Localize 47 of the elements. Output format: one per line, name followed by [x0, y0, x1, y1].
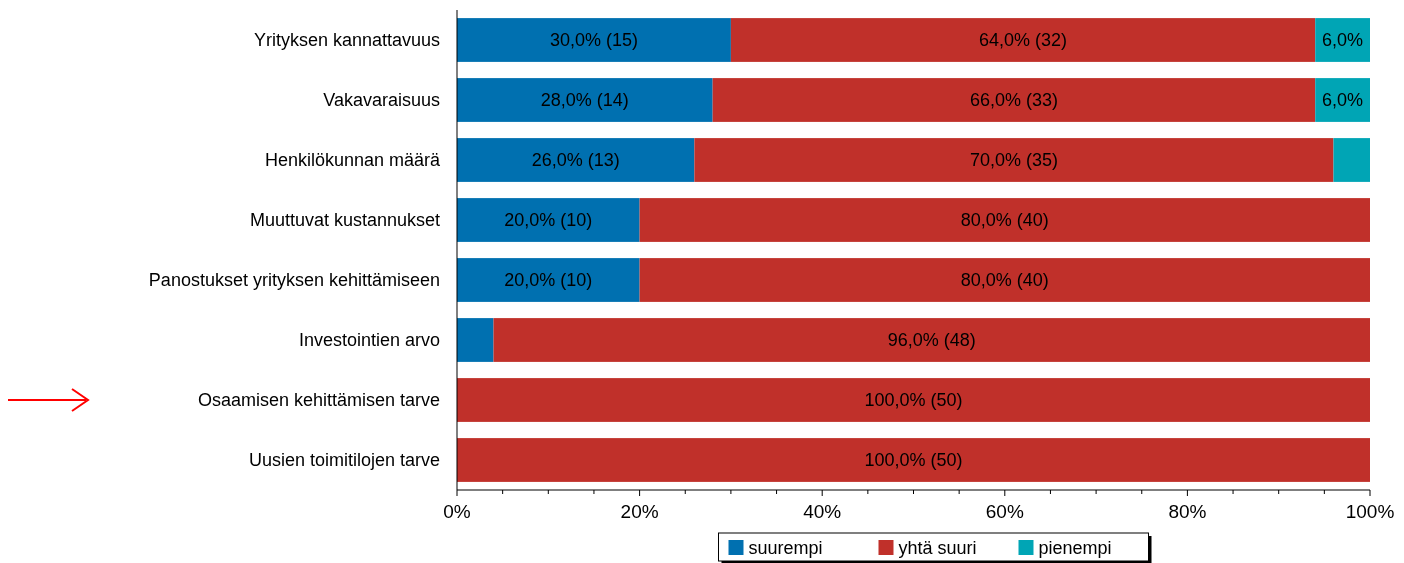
y-tick-label: Yrityksen kannattavuus: [253, 30, 440, 51]
x-tick-label: 100%: [1345, 501, 1395, 522]
bar: [457, 18, 731, 62]
bar: [730, 18, 1316, 62]
x-tick-label: 60%: [985, 501, 1024, 522]
bar: [639, 258, 1370, 302]
y-tick-label: Vakavaraisuus: [323, 90, 440, 111]
data-label: 96,0% (48): [887, 330, 976, 351]
y-tick-label: Uusien toimitilojen tarve: [248, 450, 440, 471]
data-label: 64,0% (32): [979, 30, 1068, 51]
legend-label: suurempi: [748, 538, 823, 559]
y-tick-label: Osaamisen kehittämisen tarve: [197, 390, 440, 411]
data-label: 30,0% (15): [549, 30, 638, 51]
data-label: 6,0%: [1322, 30, 1364, 51]
legend-label: yhtä suuri: [898, 538, 977, 559]
data-label: 20,0% (10): [504, 210, 593, 231]
bar: [639, 198, 1370, 242]
bar: [1333, 138, 1370, 182]
data-label: 100,0% (50): [864, 450, 963, 471]
bar: [457, 138, 695, 182]
data-label: 70,0% (35): [969, 150, 1058, 171]
legend-label: pienempi: [1038, 538, 1112, 559]
y-tick-label: Henkilökunnan määrä: [264, 150, 441, 171]
data-label: 26,0% (13): [531, 150, 620, 171]
data-label: 100,0% (50): [864, 390, 963, 411]
data-label: 6,0%: [1322, 90, 1364, 111]
data-label: 80,0% (40): [960, 210, 1049, 231]
x-tick-label: 0%: [443, 501, 471, 522]
data-label: 28,0% (14): [540, 90, 629, 111]
bar: [457, 78, 713, 122]
bar: [457, 198, 640, 242]
y-tick-label: Muuttuvat kustannukset: [249, 210, 440, 231]
data-label: 80,0% (40): [960, 270, 1049, 291]
bar: [712, 78, 1316, 122]
data-label: 20,0% (10): [504, 270, 593, 291]
y-tick-label: Investointien arvo: [298, 330, 440, 351]
bar: [493, 318, 1370, 362]
x-tick-label: 20%: [620, 501, 659, 522]
x-tick-label: 80%: [1168, 501, 1207, 522]
bar: [457, 258, 640, 302]
bar: [694, 138, 1334, 182]
bar: [457, 378, 1370, 422]
y-tick-label: Panostukset yrityksen kehittämiseen: [148, 270, 440, 291]
bar: [457, 438, 1370, 482]
bar: [457, 318, 494, 362]
x-tick-label: 40%: [803, 501, 842, 522]
data-label: 66,0% (33): [969, 90, 1058, 111]
